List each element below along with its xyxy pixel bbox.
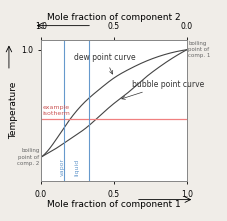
X-axis label: Mole fraction of component 2: Mole fraction of component 2	[47, 13, 180, 22]
Text: liquid: liquid	[74, 158, 79, 175]
Text: vapor: vapor	[59, 157, 64, 175]
Text: bubble point curve: bubble point curve	[121, 80, 203, 99]
Y-axis label: Temperature: Temperature	[9, 82, 18, 139]
X-axis label: Mole fraction of component 1: Mole fraction of component 1	[47, 200, 180, 209]
Text: boiling
point of
comp. 1: boiling point of comp. 1	[188, 41, 210, 58]
Text: dew point curve: dew point curve	[74, 53, 136, 74]
Text: example
isotherm: example isotherm	[42, 105, 70, 116]
Text: boiling
point of
comp. 2: boiling point of comp. 2	[17, 149, 39, 166]
